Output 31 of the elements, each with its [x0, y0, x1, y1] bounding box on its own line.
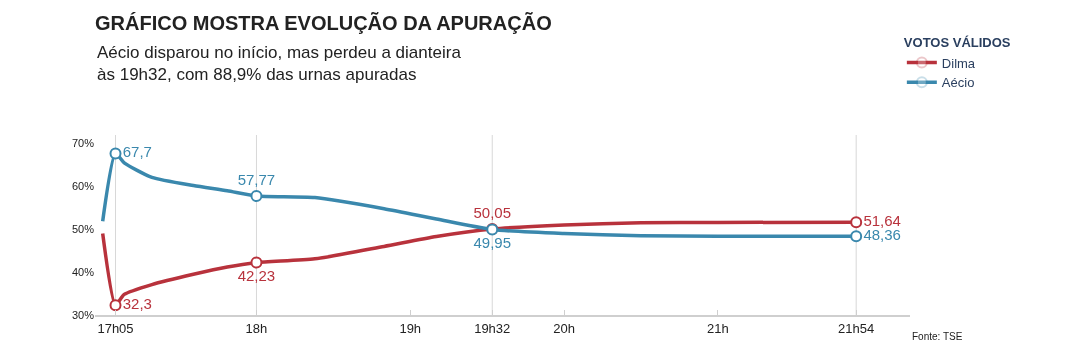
chart-title: GRÁFICO MOSTRA EVOLUÇÃO DA APURAÇÃO [95, 12, 552, 35]
data-label: 42,23 [237, 267, 276, 285]
point [250, 256, 263, 269]
x-tick-label: 19h32 [474, 320, 511, 336]
point [250, 189, 263, 202]
data-label: 49,95 [473, 234, 512, 251]
data-label: 32,3 [122, 294, 152, 312]
y-tick-label: 50% [71, 223, 95, 236]
data-label: 57,77 [237, 170, 276, 188]
legend-label: Aécio [941, 75, 975, 91]
legend-title: VOTOS VÁLIDOS [903, 35, 1011, 51]
data-label: 67,7 [122, 143, 152, 161]
x-tick-label: 18h [245, 320, 268, 336]
x-tick-label: 19h [399, 320, 422, 336]
x-tick-label: 17h05 [97, 320, 134, 336]
data-label: 50,05 [473, 204, 512, 222]
point [850, 230, 863, 243]
point [850, 216, 863, 229]
x-tick-label: 21h54 [838, 320, 875, 336]
legend-label: Dilma [941, 55, 976, 71]
y-tick-label: 40% [71, 265, 95, 278]
y-tick-label: 30% [71, 308, 95, 321]
chart-subtitle: Aécio disparou no início, mas perdeu a dianteira às 19h32, com 88,9% das urnas apuradas [97, 43, 462, 85]
x-tick-label: 20h [553, 320, 575, 336]
x-tick-label: 21h [706, 320, 729, 336]
data-label: 51,64 [863, 212, 901, 230]
y-tick-label: 70% [71, 137, 95, 150]
source-note: Fonte: TSE [912, 331, 963, 342]
point [109, 147, 122, 160]
point [109, 299, 122, 312]
y-tick-label: 60% [71, 180, 95, 193]
